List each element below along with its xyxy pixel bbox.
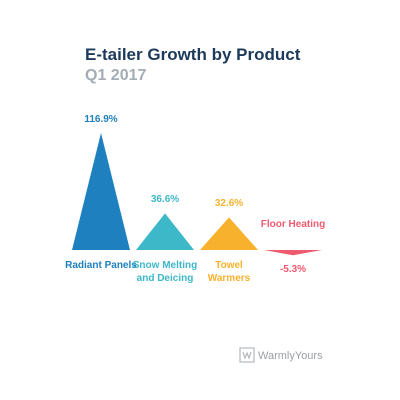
triangle-bar <box>264 250 322 256</box>
triangle-bar <box>136 213 194 250</box>
triangle-bar <box>200 217 258 250</box>
value-label: 36.6% <box>150 194 180 206</box>
chart-title: E-tailer Growth by Product <box>85 45 301 64</box>
category-label: Snow Melting and Deicing <box>132 260 198 284</box>
value-label: 32.6% <box>214 198 244 210</box>
value-label: -5.3% <box>279 264 307 276</box>
chart-subtitle: Q1 2017 <box>85 67 147 84</box>
category-label: Radiant Panels <box>65 260 137 271</box>
triangle-bar <box>72 133 130 250</box>
category-label: Floor Heating <box>260 219 326 230</box>
category-label: Towel Warmers <box>207 260 251 284</box>
brand: WarmlyYours <box>258 350 323 362</box>
value-label: 116.9% <box>84 114 118 125</box>
logo-icon <box>239 347 255 363</box>
